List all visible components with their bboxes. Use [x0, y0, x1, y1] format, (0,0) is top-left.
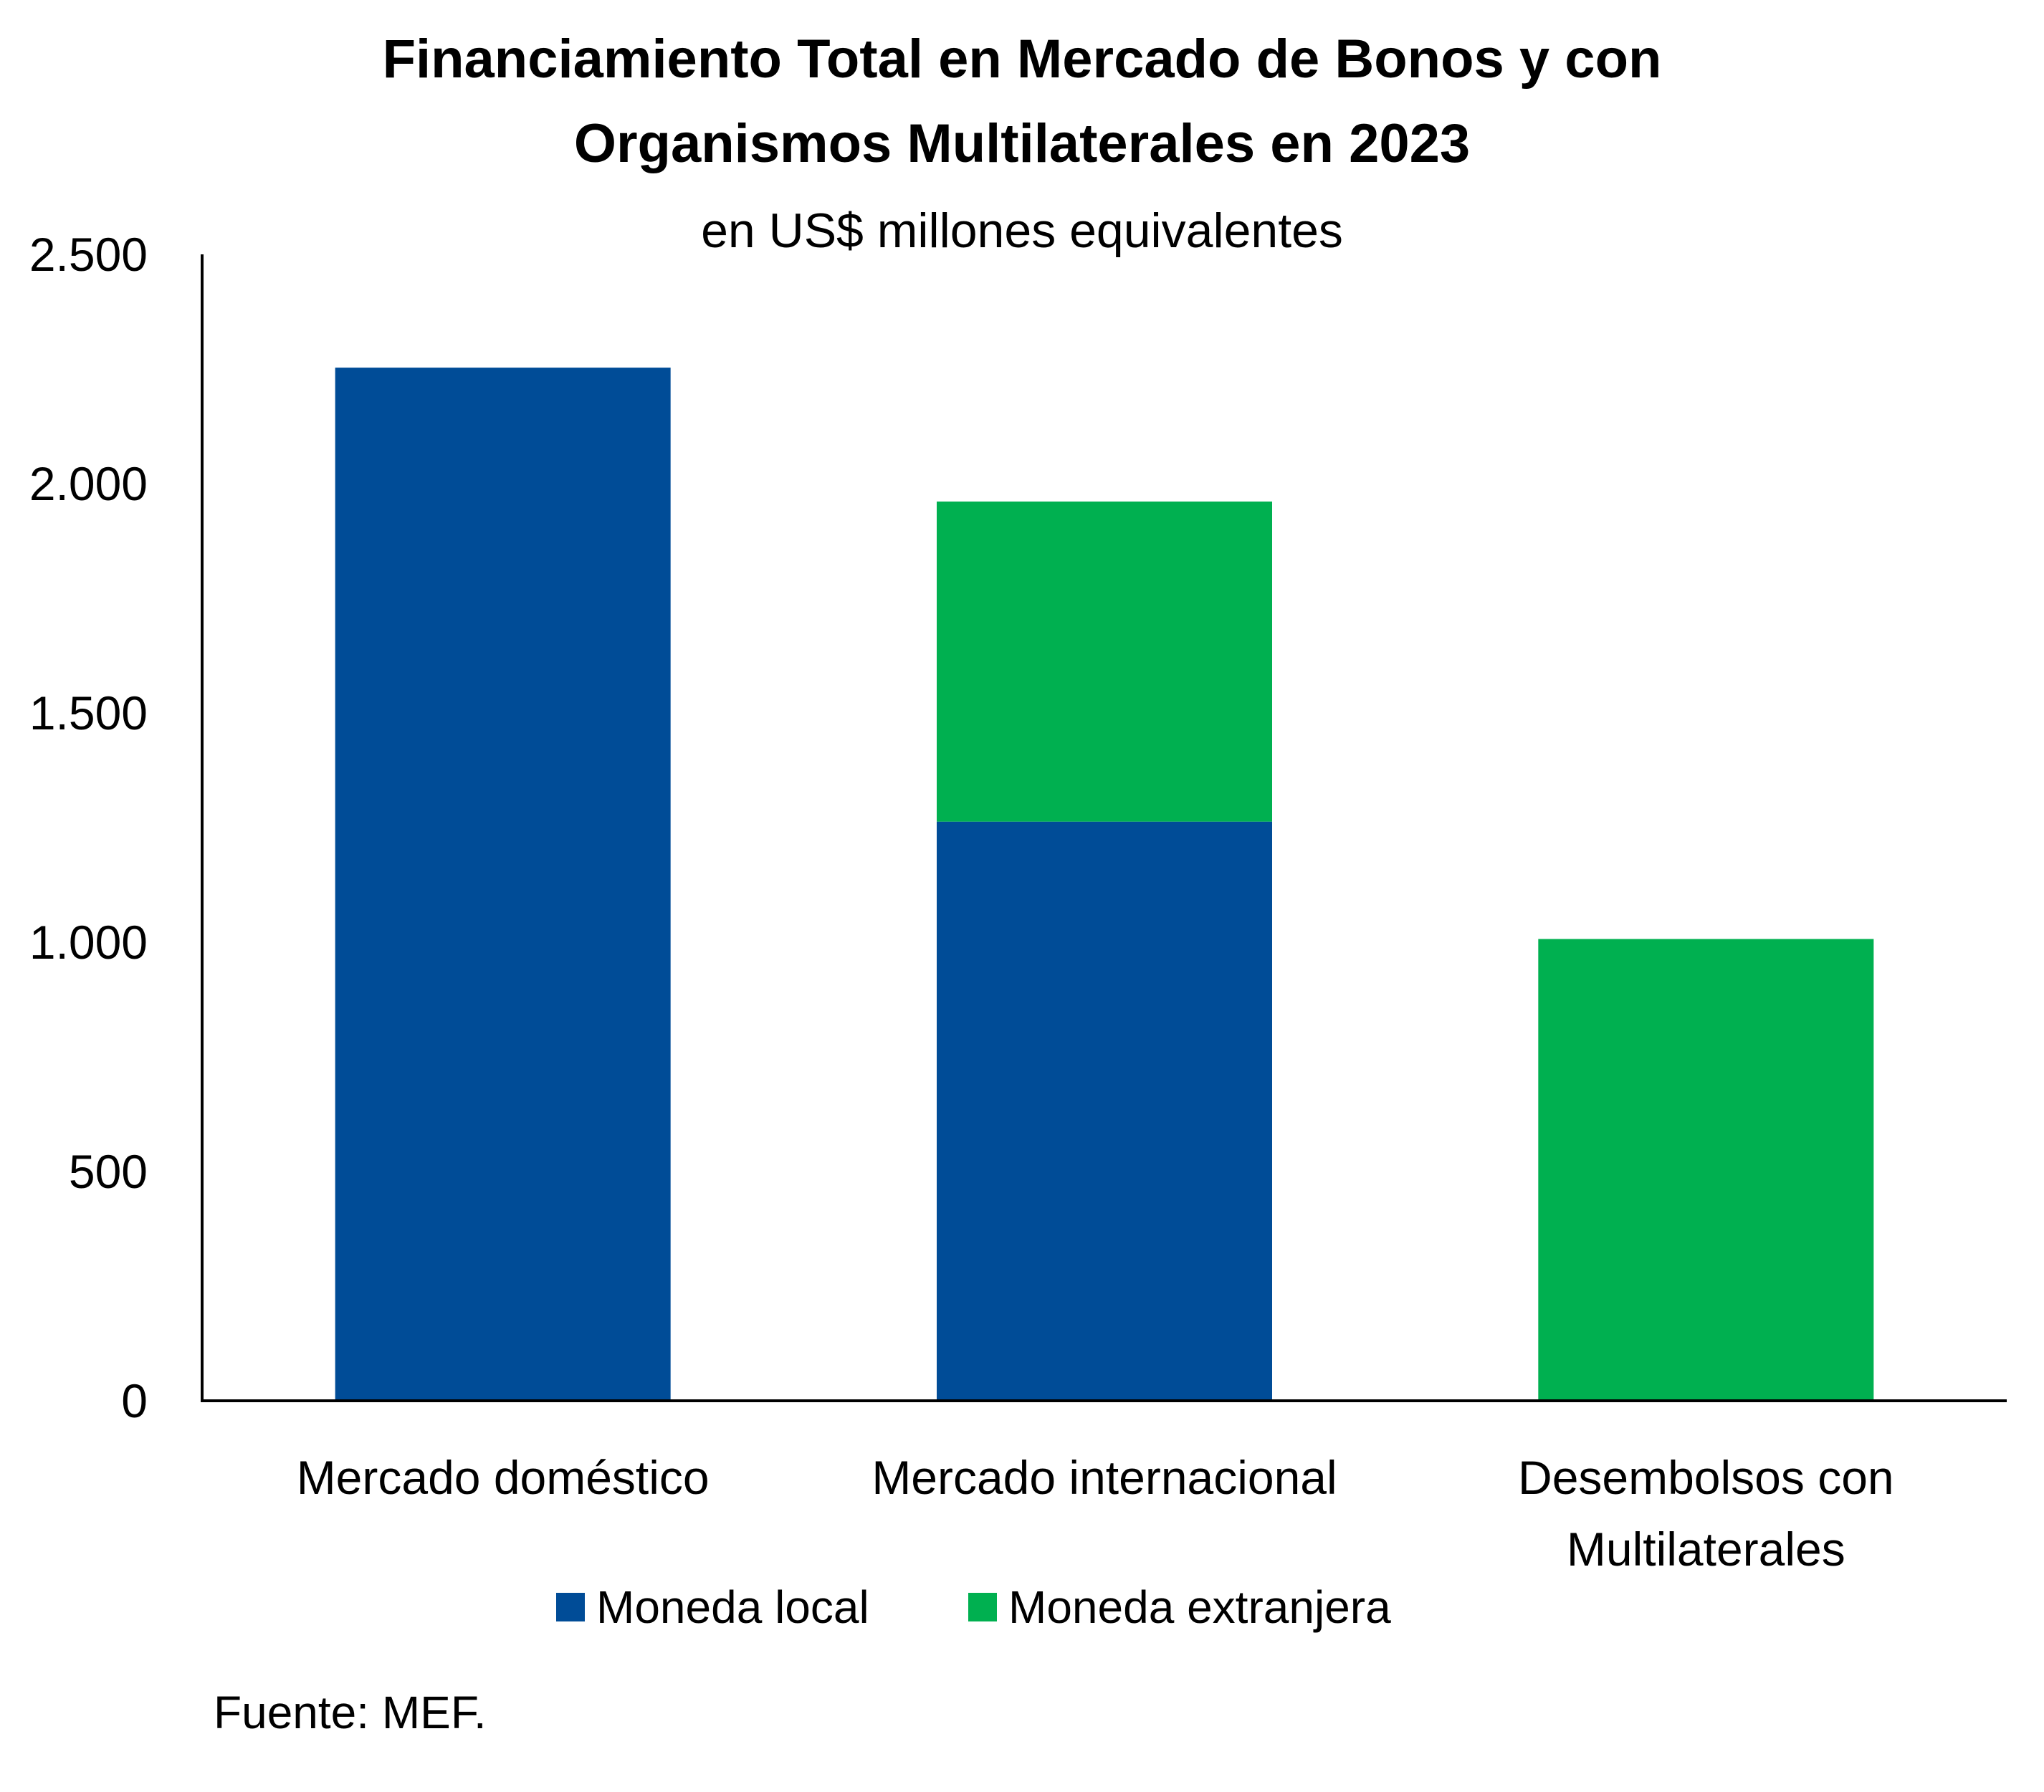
legend-swatch-moneda-extranjera: [968, 1593, 997, 1621]
x-category-label: Multilaterales: [1567, 1523, 1845, 1576]
bar-moneda-local-0: [335, 368, 671, 1401]
bar-moneda-extranjera-1: [937, 501, 1272, 822]
chart-subtitle: en US$ millones equivalentes: [701, 203, 1343, 258]
y-tick-label: 2.000: [29, 457, 148, 510]
x-category-label: Desembolsos con: [1518, 1451, 1894, 1504]
x-axis-categories: Mercado doméstico Mercado internacional De…: [297, 1451, 1894, 1576]
legend: Moneda local Moneda extranjera: [556, 1581, 1391, 1633]
chart-title: Financiamiento Total en Mercado de Bonos…: [383, 29, 1662, 174]
chart-title-line: Organismos Multilaterales en 2023: [574, 113, 1470, 174]
source-note: Fuente: MEF.: [214, 1687, 487, 1738]
y-tick-label: 1.000: [29, 916, 148, 969]
chart-title-line: Financiamiento Total en Mercado de Bonos…: [383, 29, 1662, 90]
bars: [335, 368, 1874, 1401]
y-tick-label: 2.500: [29, 228, 148, 281]
x-category-label: Mercado doméstico: [297, 1451, 710, 1504]
y-tick-label: 1.500: [29, 686, 148, 739]
legend-swatch-moneda-local: [556, 1593, 585, 1621]
y-tick-label: 500: [69, 1145, 148, 1198]
y-axis-ticks: 0 500 1.000 1.500 2.000 2.500: [29, 228, 148, 1427]
x-category-label: Mercado internacional: [871, 1451, 1337, 1504]
y-tick-label: 0: [121, 1374, 148, 1427]
bar-moneda-extranjera-2: [1538, 939, 1874, 1401]
legend-label: Moneda local: [596, 1581, 869, 1633]
legend-label: Moneda extranjera: [1008, 1581, 1391, 1633]
bar-moneda-local-1: [937, 821, 1272, 1401]
